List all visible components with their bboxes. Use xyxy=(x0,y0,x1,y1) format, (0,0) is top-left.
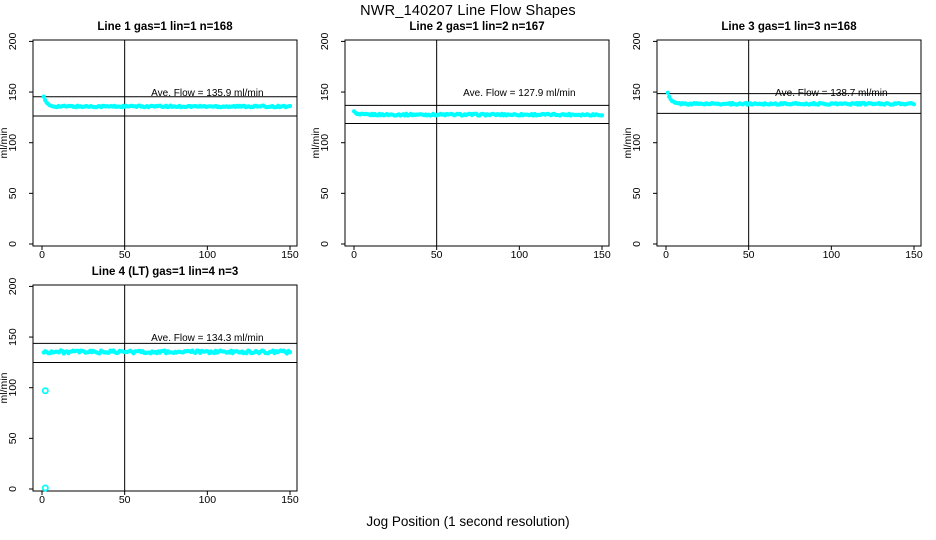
ave-flow-annotation: Ave. Flow = 127.9 ml/min xyxy=(463,88,575,99)
subplot-title: Line 3 gas=1 lin=3 n=168 xyxy=(721,21,857,33)
data-series xyxy=(41,94,293,110)
data-series xyxy=(665,90,917,107)
ave-flow-annotation: Ave. Flow = 134.3 ml/min xyxy=(151,333,263,344)
subplot-title: Line 4 (LT) gas=1 lin=4 n=3 xyxy=(92,266,238,278)
data-point xyxy=(599,113,605,118)
x-tick-label: 0 xyxy=(351,249,357,261)
y-tick-label: 50 xyxy=(7,432,19,444)
x-tick-label: 150 xyxy=(905,249,923,261)
y-tick-label: 200 xyxy=(631,32,643,50)
x-tick-label: 50 xyxy=(119,494,131,506)
data-point xyxy=(911,102,917,107)
ave-flow-annotation: Ave. Flow = 135.9 ml/min xyxy=(151,88,263,99)
outlier-point xyxy=(41,484,49,492)
subplot-line-2: 0 50 100 150 0 50 100 150 200 ml/min Line 2 gas=1 … xyxy=(310,21,611,261)
subplot-line-1: 0 50 100 150 0 50 100 150 200 ml/min Line 1 gas=1 … xyxy=(0,21,299,261)
x-tick-label: 100 xyxy=(511,249,529,261)
y-tick-label: 100 xyxy=(319,134,331,152)
y-tick-label: 150 xyxy=(319,83,331,101)
y-tick-label: 0 xyxy=(319,241,331,247)
x-tick-label: 0 xyxy=(39,494,45,506)
data-point xyxy=(665,90,670,95)
x-tick-label: 150 xyxy=(593,249,611,261)
x-tick-label: 50 xyxy=(119,249,131,261)
subplot-line-3: 0 50 100 150 0 50 100 150 200 ml/min Line 3 gas=1 … xyxy=(622,21,923,261)
data-point xyxy=(287,103,293,109)
y-tick-label: 0 xyxy=(7,241,19,247)
axis-box xyxy=(32,39,298,247)
y-tick-label: 150 xyxy=(631,83,643,101)
subplot-title: Line 1 gas=1 lin=1 n=168 xyxy=(97,21,233,33)
y-tick-label: 100 xyxy=(7,379,19,397)
y-tick-label: 0 xyxy=(631,241,643,247)
y-tick-label: 50 xyxy=(319,187,331,199)
x-tick-label: 0 xyxy=(663,249,669,261)
y-tick-label: 150 xyxy=(7,328,19,346)
y-tick-label: 0 xyxy=(7,486,19,492)
y-tick-label: 200 xyxy=(7,277,19,295)
x-tick-label: 100 xyxy=(199,494,217,506)
data-series xyxy=(351,109,605,118)
x-axis-label: Jog Position (1 second resolution) xyxy=(366,514,570,529)
x-tick-label: 0 xyxy=(39,249,45,261)
data-series xyxy=(41,348,293,356)
outlier-point xyxy=(41,387,49,395)
main-title: NWR_140207 Line Flow Shapes xyxy=(360,3,576,19)
y-axis-label: ml/min xyxy=(622,127,634,158)
y-tick-label: 50 xyxy=(631,187,643,199)
data-point xyxy=(41,94,46,99)
x-tick-label: 50 xyxy=(743,249,755,261)
x-tick-label: 100 xyxy=(199,249,217,261)
subplot-title: Line 2 gas=1 lin=2 n=167 xyxy=(409,21,544,33)
axis-box xyxy=(32,284,298,492)
y-axis-label: ml/min xyxy=(0,372,10,403)
subplot-line-4: 0 50 100 150 0 50 100 150 200 ml/min Line 4 (LT) g… xyxy=(0,266,299,506)
y-tick-label: 100 xyxy=(631,134,643,152)
y-axis-label: ml/min xyxy=(310,127,322,158)
data-point xyxy=(287,350,293,355)
axis-box xyxy=(656,39,922,247)
y-axis-label: ml/min xyxy=(0,127,10,158)
y-tick-label: 50 xyxy=(7,187,19,199)
y-tick-label: 100 xyxy=(7,134,19,152)
y-tick-label: 150 xyxy=(7,83,19,101)
x-tick-label: 100 xyxy=(823,249,841,261)
x-tick-label: 50 xyxy=(431,249,443,261)
axis-box xyxy=(344,39,610,247)
x-tick-label: 150 xyxy=(281,249,299,261)
y-tick-label: 200 xyxy=(319,32,331,50)
x-tick-label: 150 xyxy=(281,494,299,506)
y-tick-label: 200 xyxy=(7,32,19,50)
